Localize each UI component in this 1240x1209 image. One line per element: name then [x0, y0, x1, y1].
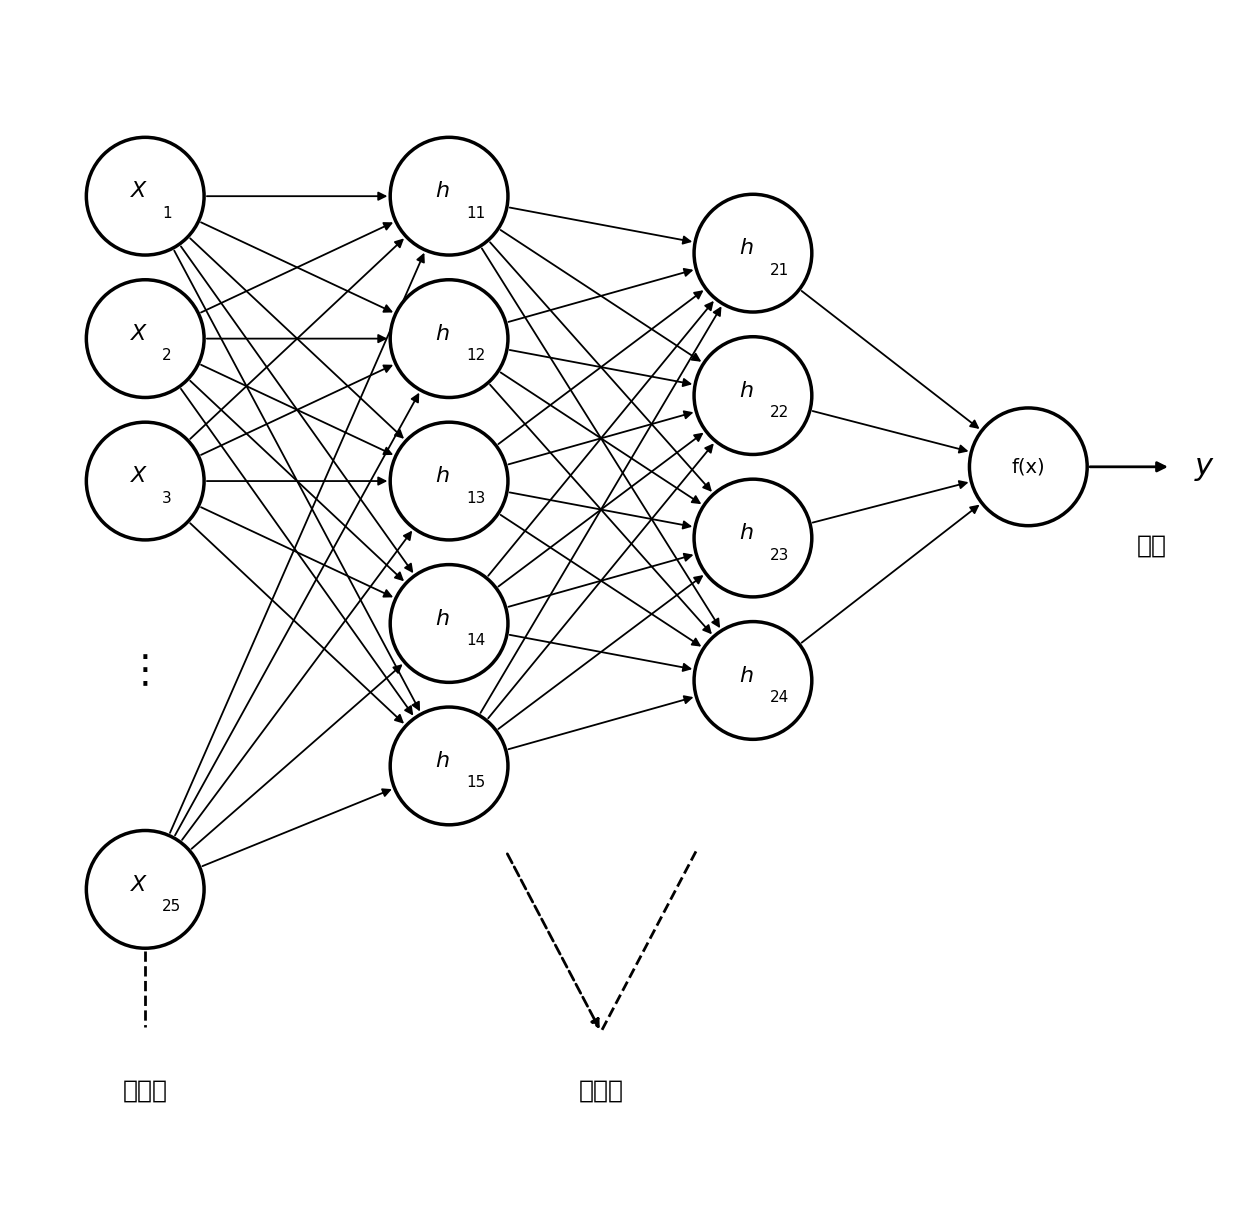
Circle shape [694, 621, 812, 740]
Circle shape [391, 422, 508, 540]
Text: 23: 23 [770, 548, 790, 562]
Circle shape [694, 479, 812, 597]
Circle shape [391, 279, 508, 398]
Text: 隐藏层: 隐藏层 [579, 1078, 624, 1103]
Circle shape [87, 422, 205, 540]
Circle shape [391, 138, 508, 255]
Text: X: X [131, 181, 146, 202]
Text: h: h [435, 751, 449, 771]
Text: 21: 21 [770, 262, 790, 278]
Text: 14: 14 [466, 634, 485, 648]
Text: 25: 25 [162, 898, 181, 914]
Text: 2: 2 [162, 348, 172, 363]
Text: y: y [1194, 452, 1213, 481]
Text: 输入层: 输入层 [123, 1078, 167, 1103]
Text: h: h [435, 324, 449, 343]
Circle shape [694, 337, 812, 455]
Text: h: h [435, 181, 449, 202]
Text: X: X [131, 874, 146, 895]
Text: 1: 1 [162, 206, 172, 221]
Circle shape [87, 138, 205, 255]
Text: 22: 22 [770, 405, 790, 420]
Text: 15: 15 [466, 775, 485, 791]
Text: f(x): f(x) [1012, 457, 1045, 476]
Text: 13: 13 [466, 491, 486, 505]
Circle shape [87, 831, 205, 948]
Text: h: h [739, 523, 754, 543]
Text: h: h [435, 467, 449, 486]
Text: h: h [739, 381, 754, 401]
Circle shape [970, 407, 1087, 526]
Text: h: h [435, 609, 449, 629]
Text: 3: 3 [162, 491, 172, 505]
Circle shape [87, 279, 205, 398]
Circle shape [694, 195, 812, 312]
Circle shape [391, 707, 508, 825]
Text: h: h [739, 238, 754, 259]
Text: h: h [739, 666, 754, 686]
Text: 输出: 输出 [1137, 533, 1167, 557]
Text: X: X [131, 467, 146, 486]
Text: 24: 24 [770, 690, 790, 705]
Text: X: X [131, 324, 146, 343]
Circle shape [391, 565, 508, 682]
Text: ⋮: ⋮ [125, 652, 165, 690]
Text: 12: 12 [466, 348, 485, 363]
Text: 11: 11 [466, 206, 485, 221]
